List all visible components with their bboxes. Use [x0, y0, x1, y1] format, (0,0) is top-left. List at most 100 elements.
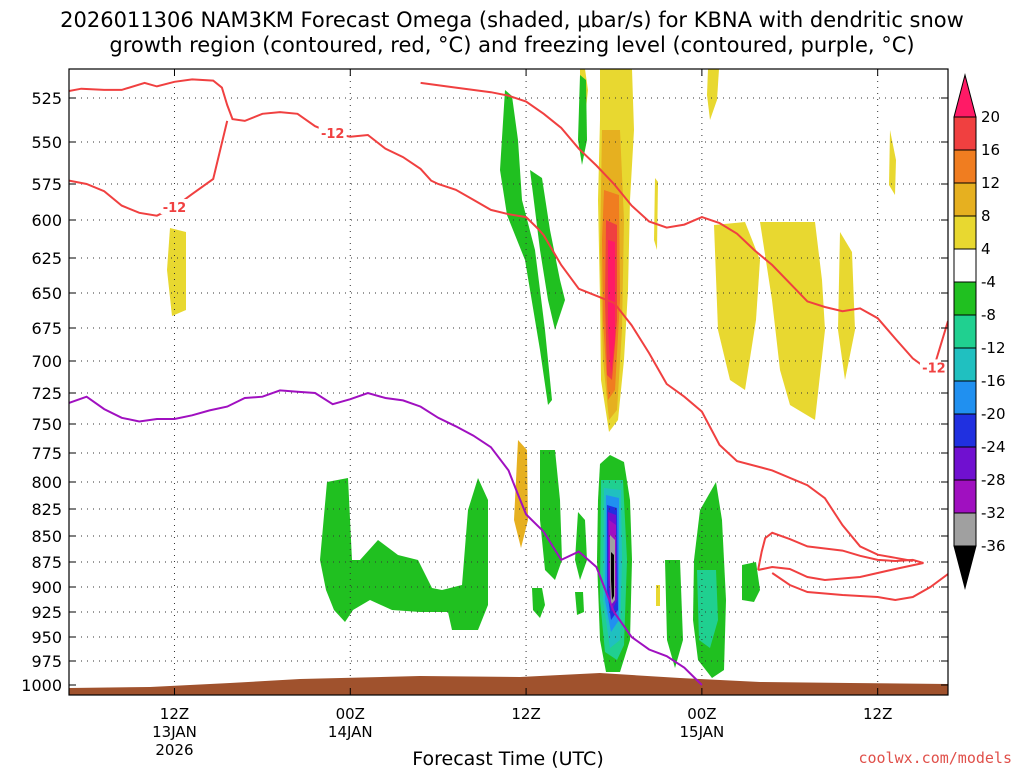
blob-yellow-thin — [654, 178, 658, 250]
terrain-surface — [69, 673, 948, 695]
colorbar-label: 12 — [981, 174, 1000, 192]
blob-green-tall-left — [500, 90, 552, 405]
contour-line — [771, 572, 948, 602]
contour-line — [420, 81, 948, 370]
colorbar-swatch — [953, 446, 977, 481]
plot-area: -12 -12 -12 — [69, 69, 948, 695]
y-tick-label: 900 — [31, 578, 62, 597]
colorbar-swatch — [953, 281, 977, 316]
blob-yellow-right-3 — [838, 232, 855, 380]
x-tick-label: 13JAN — [152, 723, 197, 741]
colorbar-swatch — [953, 347, 977, 382]
colorbar-label: 16 — [981, 141, 1000, 159]
blob-black-core — [611, 552, 614, 600]
blob-yellow-right-1 — [714, 222, 760, 390]
blob-yellow-left — [167, 228, 186, 316]
colorbar-swatch — [953, 512, 977, 547]
blob-yellow-right-2 — [760, 222, 825, 420]
colorbar-swatch — [953, 215, 977, 250]
chart-title-line-2: growth region (contoured, red, °C) and f… — [109, 33, 914, 57]
x-tick-label: 12Z — [160, 705, 189, 723]
colorbar-top-arrow — [953, 73, 977, 118]
gridlines — [69, 69, 948, 695]
contour-label: -12 — [321, 127, 345, 142]
y-tick-label: 600 — [31, 211, 62, 230]
y-tick-label: 650 — [31, 284, 62, 303]
blob-green-tiny-1 — [532, 588, 545, 618]
y-tick-label: 975 — [31, 652, 62, 671]
colorbar-swatch — [953, 116, 977, 151]
contour-line — [757, 531, 924, 582]
temperature-contours: -12 -12 -12 — [69, 78, 948, 686]
y-tick-label: 750 — [31, 415, 62, 434]
x-tick-label: 14JAN — [328, 723, 373, 741]
colorbar-label: -36 — [981, 537, 1006, 555]
y-tick-label: 850 — [31, 527, 62, 546]
blob-yellow-tiny — [656, 585, 660, 606]
x-tick-label: 15JAN — [680, 723, 725, 741]
colorbar-label: -24 — [981, 438, 1006, 456]
contour-label-bg — [919, 359, 948, 375]
blob-teal-right — [697, 570, 718, 648]
colorbar-label: 20 — [981, 108, 1000, 126]
colorbar-swatch — [953, 380, 977, 415]
y-tick-label: 925 — [31, 603, 62, 622]
blob-green-right-3 — [742, 562, 760, 602]
colorbar-swatch — [953, 413, 977, 448]
contour-label: -12 — [163, 201, 187, 216]
x-tick-label: 2026 — [155, 741, 193, 759]
blob-green-mid — [530, 170, 565, 330]
y-tick-label: 725 — [31, 384, 62, 403]
y-tick-label: 950 — [31, 628, 62, 647]
blob-green-small-top — [578, 75, 587, 165]
colorbar-label: -20 — [981, 405, 1006, 423]
contour-label-bg — [160, 199, 189, 215]
y-tick-label: 625 — [31, 249, 62, 268]
blob-yellow-top-right — [707, 69, 719, 120]
blob-gold-small — [514, 440, 528, 548]
y-tick-label: 700 — [31, 352, 62, 371]
omega-shading — [167, 69, 896, 678]
blob-magenta-main — [608, 240, 615, 375]
contour-line — [69, 389, 703, 686]
y-tick-label: 800 — [31, 473, 62, 492]
x-axis-label: Forecast Time (UTC) — [412, 748, 603, 768]
pressure-axis: 525 550 575 600 625 650 675 700 725 750 775 800 825 8… — [21, 89, 948, 695]
x-tick-label: 00Z — [336, 705, 365, 723]
colorbar-label: 8 — [981, 207, 991, 225]
y-tick-label: 675 — [31, 319, 62, 338]
contour-label-bg — [318, 125, 347, 141]
y-tick-label: 875 — [31, 553, 62, 572]
blob-green-tiny-2 — [575, 512, 587, 580]
x-tick-label: 12Z — [863, 705, 892, 723]
colorbar-swatch — [953, 314, 977, 349]
y-tick-label: 550 — [31, 133, 62, 152]
site-credit: coolwx.com/models — [858, 749, 1012, 767]
y-tick-label: 825 — [31, 500, 62, 519]
colorbar-label: 4 — [981, 240, 991, 258]
x-tick-label: 12Z — [511, 705, 540, 723]
colorbar-bottom-arrow — [953, 545, 977, 590]
blob-green-low-center — [540, 450, 562, 580]
contour-line — [69, 120, 229, 217]
y-tick-label: 775 — [31, 444, 62, 463]
colorbar-swatch — [953, 149, 977, 184]
colorbar-label: -32 — [981, 504, 1006, 522]
colorbar-label: -12 — [981, 339, 1006, 357]
y-tick-label: 1000 — [21, 676, 62, 695]
contour-line — [69, 78, 913, 562]
blob-green-low-left — [320, 478, 488, 630]
y-tick-label: 525 — [31, 89, 62, 108]
colorbar-swatch — [953, 182, 977, 217]
colorbar-swatch — [953, 248, 977, 283]
plot-frame — [68, 68, 949, 696]
colorbar-label: -16 — [981, 372, 1006, 390]
colorbar-label: -28 — [981, 471, 1006, 489]
colorbar-swatch — [953, 479, 977, 514]
colorbar-label: -8 — [981, 306, 996, 324]
chart-title-line-1: 2026011306 NAM3KM Forecast Omega (shaded… — [60, 8, 964, 32]
contour-label: -12 — [922, 361, 946, 376]
blob-yellow-far-right — [889, 130, 896, 195]
y-tick-label: 575 — [31, 175, 62, 194]
